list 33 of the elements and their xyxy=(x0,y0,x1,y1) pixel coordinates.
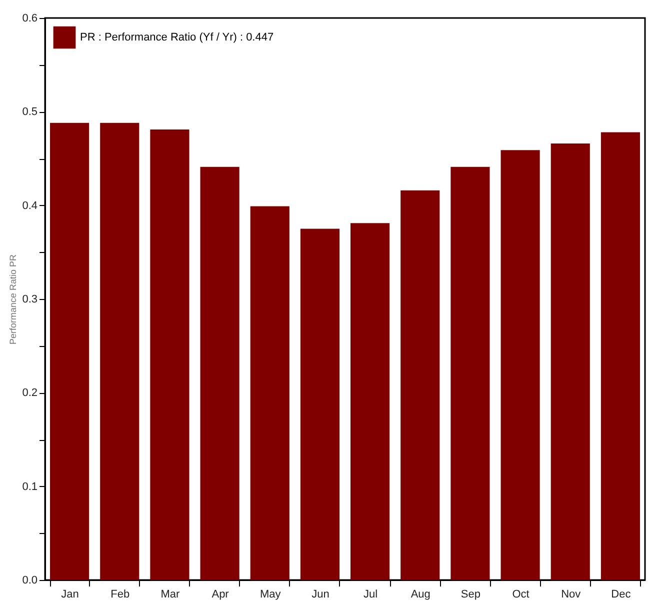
bar xyxy=(550,144,590,580)
y-tick-label: 0.2 xyxy=(22,387,38,400)
y-tick-label: 0.3 xyxy=(22,294,38,306)
bar xyxy=(400,190,440,580)
bar xyxy=(200,166,240,580)
y-axis-title: Performance Ratio PR xyxy=(8,254,18,345)
bar xyxy=(100,122,140,580)
y-tick-label: 0.5 xyxy=(22,106,38,118)
x-tick-label: Dec xyxy=(611,588,632,600)
x-tick-label: Sep xyxy=(460,588,480,600)
bar xyxy=(300,228,340,580)
x-tick-label: Feb xyxy=(110,588,130,600)
x-tick-label: Jul xyxy=(364,588,378,600)
bar xyxy=(350,223,390,580)
bar xyxy=(150,129,190,580)
y-tick-label: 0.6 xyxy=(22,12,38,24)
bar xyxy=(250,206,290,580)
x-tick-label: Aug xyxy=(410,588,430,600)
x-tick-label: Mar xyxy=(160,588,180,600)
bar xyxy=(600,132,640,580)
y-tick-label: 0.0 xyxy=(22,574,38,586)
bar xyxy=(450,166,490,580)
x-tick-label: Apr xyxy=(212,588,230,600)
x-tick-label: Oct xyxy=(512,588,530,600)
bar xyxy=(50,122,90,580)
y-tick-label: 0.1 xyxy=(22,480,38,493)
y-tick-label: 0.4 xyxy=(22,200,38,212)
x-tick-label: May xyxy=(260,588,282,600)
legend-label: PR : Performance Ratio (Yf / Yr) : 0.447 xyxy=(80,32,274,44)
x-tick-label: Jun xyxy=(312,588,330,600)
bar xyxy=(500,150,540,580)
x-tick-label: Nov xyxy=(561,588,582,600)
x-tick-label: Jan xyxy=(61,588,79,600)
